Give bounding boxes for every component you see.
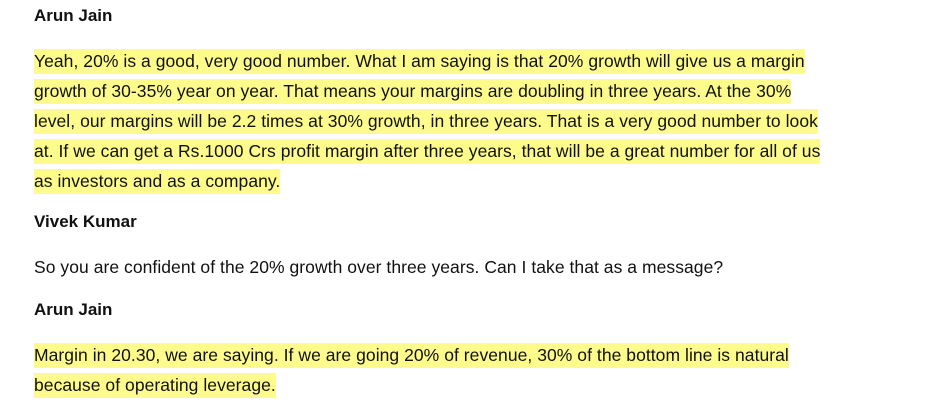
statement-paragraph: So you are confident of the 20% growth o… <box>34 252 924 282</box>
statement-line: because of operating leverage. <box>34 370 924 400</box>
speaker-statement: So you are confident of the 20% growth o… <box>34 252 924 282</box>
speaker-statement: Yeah, 20% is a good, very good number. W… <box>34 46 924 196</box>
statement-line: Margin in 20.30, we are saying. If we ar… <box>34 340 924 370</box>
statement-line: growth of 30-35% year on year. That mean… <box>34 76 924 106</box>
speaker-statement: Margin in 20.30, we are saying. If we ar… <box>34 340 924 400</box>
statement-line: Yeah, 20% is a good, very good number. W… <box>34 46 924 76</box>
highlighted-text: because of operating leverage. <box>34 373 276 398</box>
highlighted-text: Yeah, 20% is a good, very good number. W… <box>34 49 805 74</box>
statement-line: So you are confident of the 20% growth o… <box>34 257 724 277</box>
speaker-label-vivek-kumar: Vivek Kumar <box>34 212 137 231</box>
speaker-label-arun-jain: Arun Jain <box>34 300 113 319</box>
highlighted-text: Margin in 20.30, we are saying. If we ar… <box>34 343 789 368</box>
statement-paragraph: Yeah, 20% is a good, very good number. W… <box>34 46 924 196</box>
statement-line: as investors and as a company. <box>34 166 924 196</box>
statement-line: at. If we can get a Rs.1000 Crs profit m… <box>34 136 924 166</box>
speaker-name: Vivek Kumar <box>34 212 924 232</box>
speaker-name: Arun Jain <box>34 6 924 26</box>
highlighted-text: as investors and as a company. <box>34 169 281 194</box>
statement-paragraph: Margin in 20.30, we are saying. If we ar… <box>34 340 924 400</box>
highlighted-text: level, our margins will be 2.2 times at … <box>34 109 818 134</box>
highlighted-text: at. If we can get a Rs.1000 Crs profit m… <box>34 139 821 164</box>
statement-line: level, our margins will be 2.2 times at … <box>34 106 924 136</box>
speaker-name: Arun Jain <box>34 300 924 320</box>
highlighted-text: growth of 30-35% year on year. That mean… <box>34 79 792 104</box>
speaker-label-arun-jain: Arun Jain <box>34 6 113 25</box>
